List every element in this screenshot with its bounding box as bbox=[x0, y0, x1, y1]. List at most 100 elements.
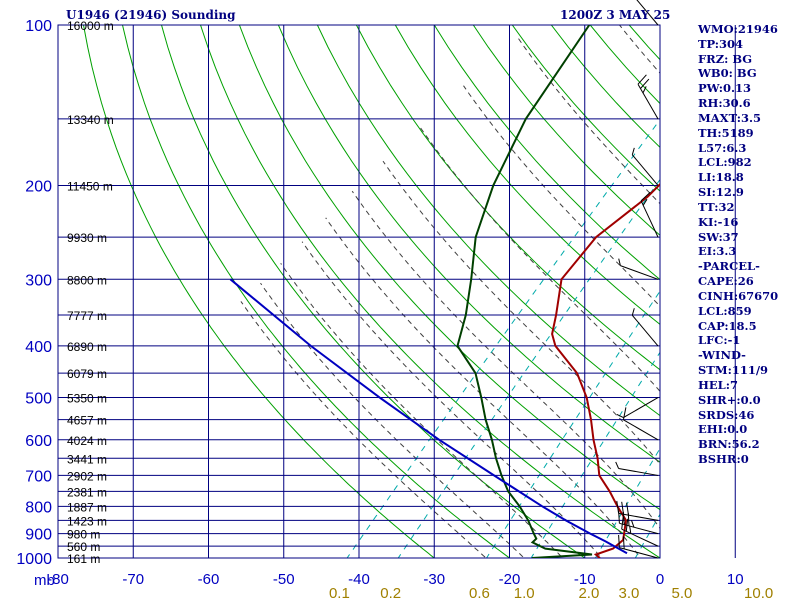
stat-item: -PARCEL- bbox=[698, 259, 760, 274]
wind-barb bbox=[622, 407, 659, 441]
stat-item: LI:18.8 bbox=[698, 170, 744, 185]
mixing-ratio-line bbox=[346, 118, 660, 558]
stat-item: EHI:0.0 bbox=[698, 422, 748, 437]
wind-barb bbox=[631, 147, 659, 186]
pressure-tick-label: 400 bbox=[25, 339, 52, 356]
dry-adiabat bbox=[238, 25, 660, 511]
x-tick-label: -40 bbox=[348, 571, 370, 588]
x-tick-label: -20 bbox=[499, 571, 521, 588]
wind-barb-shaft bbox=[618, 512, 659, 521]
dry-adiabat bbox=[433, 25, 660, 281]
sounding-time: 1200Z 3 MAY 25 bbox=[560, 8, 671, 22]
plot-border bbox=[57, 24, 661, 559]
moist-adiabat bbox=[301, 241, 603, 558]
mixing-ratio-label: 0.1 bbox=[329, 585, 350, 600]
stat-item: TT:32 bbox=[698, 199, 735, 214]
wind-barb-flag bbox=[618, 258, 621, 266]
dry-adiabat bbox=[355, 25, 660, 371]
wind-barb-flag bbox=[629, 526, 632, 534]
x-tick-label: -10 bbox=[574, 571, 596, 588]
wind-barb-flag bbox=[615, 461, 620, 469]
mixing-ratio-label: 5.0 bbox=[672, 585, 693, 600]
wind-barb-shaft bbox=[631, 154, 659, 186]
height-label: 9930 m bbox=[67, 231, 107, 245]
stat-item: HEL:7 bbox=[698, 377, 738, 392]
wind-barb-shaft bbox=[620, 265, 659, 280]
x-tick-label: -70 bbox=[122, 571, 144, 588]
dry-adiabat bbox=[200, 25, 660, 558]
wind-barb bbox=[637, 74, 659, 120]
stat-item: LFC:-1 bbox=[698, 333, 741, 348]
mixing-ratio-label: 1.0 bbox=[514, 585, 535, 600]
height-label: 4657 m bbox=[67, 414, 107, 428]
mixing-ratio-label: 0.2 bbox=[380, 585, 401, 600]
wind-barb bbox=[640, 191, 659, 238]
dry-adiabat bbox=[785, 25, 800, 569]
stats-panel: WMO:21946 TP:304 FRZ: BG WB0: BG PW:0.13 RH:3… bbox=[698, 22, 778, 467]
wind-barb bbox=[621, 516, 659, 547]
wind-barb bbox=[616, 397, 659, 419]
wind-barb-flag bbox=[631, 147, 635, 155]
x-tick-label: 10 bbox=[727, 571, 744, 588]
mixing-ratio-label: 3.0 bbox=[619, 585, 640, 600]
wind-barb-flag bbox=[631, 520, 635, 528]
stat-item: SW:37 bbox=[698, 229, 739, 244]
height-label: 2902 m bbox=[67, 469, 107, 483]
wind-barb-flag bbox=[616, 500, 620, 514]
height-label: 3441 m bbox=[67, 452, 107, 466]
pressure-tick-label: 1000 bbox=[16, 551, 52, 568]
stat-item: WMO:21946 bbox=[698, 22, 778, 36]
parcel-line bbox=[229, 278, 628, 555]
wind-barb-shaft bbox=[621, 528, 659, 547]
profile-lines bbox=[229, 25, 660, 558]
wind-barb-flag bbox=[618, 534, 620, 548]
wind-barb-shaft bbox=[631, 314, 659, 347]
height-label: 161 m bbox=[67, 552, 100, 566]
wind-barb-flag bbox=[637, 74, 647, 85]
station-title: U1946 (21946) Sounding bbox=[66, 8, 236, 22]
stat-item: CAP:18.5 bbox=[698, 318, 757, 333]
pressure-tick-label: 500 bbox=[25, 391, 52, 408]
stat-item: LCL:982 bbox=[698, 155, 752, 170]
wind-barb-shaft bbox=[636, 0, 659, 26]
x-tick-label: 0 bbox=[656, 571, 664, 588]
wind-barb-shaft bbox=[623, 419, 659, 441]
height-label: 1887 m bbox=[67, 500, 107, 514]
stat-item: RH:30.6 bbox=[698, 96, 751, 111]
pressure-tick-label: 300 bbox=[25, 272, 52, 289]
height-label: 16000 m bbox=[67, 19, 114, 33]
stat-item: MAXT:3.5 bbox=[698, 110, 761, 125]
wind-barb bbox=[631, 308, 659, 347]
stat-item: L57:6.3 bbox=[698, 140, 747, 155]
stat-item: CINH:67670 bbox=[698, 288, 779, 303]
wind-barb-flag bbox=[622, 536, 625, 549]
height-label: 560 m bbox=[67, 540, 100, 554]
stat-item: KI:-16 bbox=[698, 214, 739, 229]
height-label: 980 m bbox=[67, 528, 100, 542]
stat-item: LCL:859 bbox=[698, 303, 752, 318]
pressure-tick-label: 100 bbox=[25, 18, 52, 35]
dry-adiabat bbox=[277, 25, 660, 463]
stat-item: SI:12.9 bbox=[698, 185, 744, 200]
x-tick-label: -30 bbox=[423, 571, 445, 588]
dry-adiabat bbox=[122, 25, 511, 558]
stat-item: CAPE:26 bbox=[698, 274, 754, 289]
wind-barb bbox=[616, 500, 659, 521]
moist-adiabat bbox=[382, 160, 660, 465]
temperature-line bbox=[551, 182, 660, 558]
wind-barb bbox=[636, 0, 659, 26]
height-label: 4024 m bbox=[67, 434, 107, 448]
moist-adiabat bbox=[260, 282, 525, 558]
stat-item: WB0: BG bbox=[698, 66, 757, 81]
background-lines bbox=[83, 25, 800, 569]
plot-frame bbox=[57, 24, 736, 559]
stat-item: SHR+:0.0 bbox=[698, 392, 761, 407]
y-axis-unit-label: mb bbox=[34, 572, 55, 589]
stat-item: BRN:56.2 bbox=[698, 437, 760, 452]
height-label: 6079 m bbox=[67, 367, 107, 381]
height-label: 7777 m bbox=[67, 309, 107, 323]
stat-item: EI:3.3 bbox=[698, 244, 737, 259]
wind-barb-flag bbox=[642, 86, 647, 94]
